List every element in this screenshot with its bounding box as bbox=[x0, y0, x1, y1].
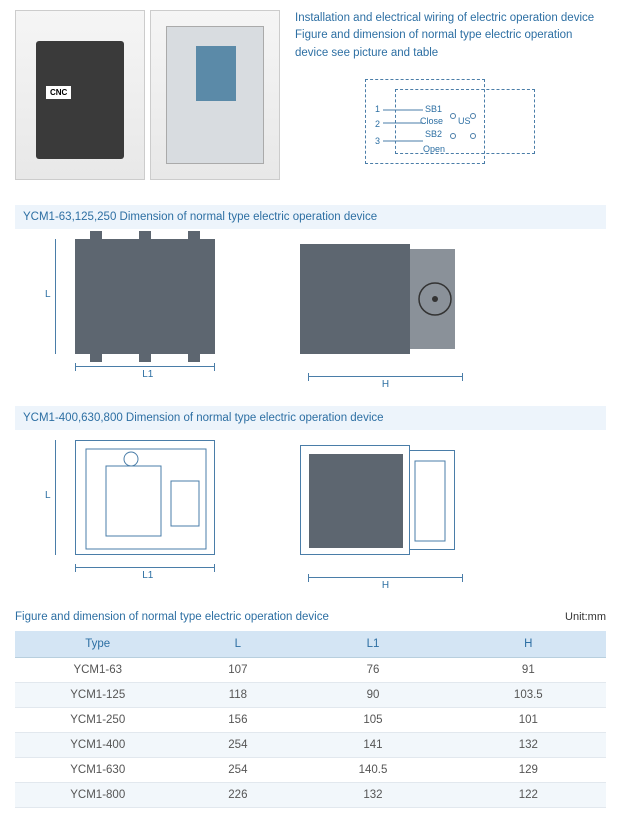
product-photos bbox=[15, 10, 285, 180]
table-header-row: Figure and dimension of normal type elec… bbox=[15, 607, 606, 627]
table-unit: Unit:mm bbox=[565, 611, 606, 623]
table-row: YCM1-125 118 90 103.5 bbox=[15, 683, 606, 708]
diagram-side-2: H bbox=[295, 440, 475, 587]
section1-diagrams: L L1 H bbox=[15, 239, 606, 386]
diagram-front-1: L L1 bbox=[55, 239, 235, 386]
col-l1: L1 bbox=[295, 631, 450, 658]
diagram-front-2: L L1 bbox=[55, 440, 235, 587]
section1-header: YCM1-63,125,250 Dimension of normal type… bbox=[15, 205, 606, 229]
table-row: YCM1-63 107 76 91 bbox=[15, 658, 606, 683]
table-head-row: Type L L1 H bbox=[15, 631, 606, 658]
table-row: YCM1-800 226 132 122 bbox=[15, 783, 606, 808]
table-row: YCM1-630 254 140.5 129 bbox=[15, 758, 606, 783]
table-row: YCM1-400 254 141 132 bbox=[15, 733, 606, 758]
col-h: H bbox=[451, 631, 606, 658]
section2-diagrams: L L1 H bbox=[15, 440, 606, 587]
intro-text: Installation and electrical wiring of el… bbox=[295, 10, 606, 62]
diagram-side-1: H bbox=[295, 239, 475, 386]
product-photo-1 bbox=[15, 10, 145, 180]
section2-header: YCM1-400,630,800 Dimension of normal typ… bbox=[15, 406, 606, 430]
top-section: Installation and electrical wiring of el… bbox=[15, 10, 606, 180]
product-photo-2 bbox=[150, 10, 280, 180]
table-title: Figure and dimension of normal type elec… bbox=[15, 607, 329, 627]
wiring-diagram: 1 2 3 SB1 Close SB2 Open US bbox=[325, 74, 555, 174]
intro-line1: Installation and electrical wiring of el… bbox=[295, 12, 594, 24]
col-type: Type bbox=[15, 631, 180, 658]
intro-line2: Figure and dimension of normal type elec… bbox=[295, 29, 572, 58]
wiring-node-2: 2 bbox=[375, 119, 380, 129]
wiring-node-1: 1 bbox=[375, 104, 380, 114]
table-row: YCM1-250 156 105 101 bbox=[15, 708, 606, 733]
dimension-table: Type L L1 H YCM1-63 107 76 91 YCM1-125 1… bbox=[15, 631, 606, 808]
wiring-node-3: 3 bbox=[375, 136, 380, 146]
intro-block: Installation and electrical wiring of el… bbox=[295, 10, 606, 180]
col-l: L bbox=[180, 631, 295, 658]
